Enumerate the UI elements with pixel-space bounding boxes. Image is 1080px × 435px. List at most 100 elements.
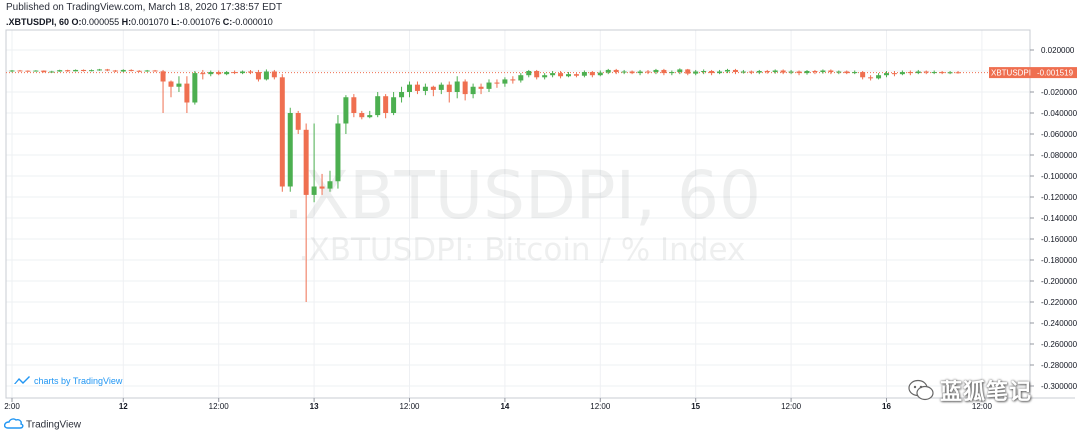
candle xyxy=(812,69,818,75)
candle xyxy=(319,173,325,195)
candle-body xyxy=(136,70,142,72)
candle-body xyxy=(725,69,730,72)
watermark-title: .XBTUSDPI, 60 xyxy=(283,157,761,234)
candle xyxy=(335,115,341,189)
candle xyxy=(844,70,850,75)
watermark-subtitle: .XBTUSDPI: Bitcoin / % Index xyxy=(299,232,746,268)
candles xyxy=(9,68,961,302)
candle-body xyxy=(112,70,118,72)
candle-body xyxy=(152,70,158,72)
candle-body xyxy=(89,70,94,72)
candle xyxy=(796,70,802,76)
candle-body xyxy=(248,71,253,73)
candle-body xyxy=(526,71,532,76)
price-tick-label: -0.060000 xyxy=(1041,130,1078,139)
candle xyxy=(303,123,309,302)
candle-body xyxy=(478,86,484,89)
candle xyxy=(613,68,619,75)
candle xyxy=(208,70,214,77)
candle xyxy=(446,81,452,103)
candle-body xyxy=(224,72,230,75)
candle-body xyxy=(534,71,540,78)
candle-body xyxy=(931,72,937,74)
wechat-icon xyxy=(908,379,934,407)
candle-body xyxy=(327,181,333,189)
candle-body xyxy=(303,129,309,195)
candle-body xyxy=(232,72,238,74)
candle-body xyxy=(939,72,945,74)
candle xyxy=(653,68,659,75)
candle xyxy=(907,70,913,76)
candle xyxy=(49,70,55,73)
candle xyxy=(677,68,683,75)
candle xyxy=(820,69,826,74)
candle-body xyxy=(407,84,412,92)
candle xyxy=(216,70,222,76)
candle-body xyxy=(629,71,635,74)
candle xyxy=(756,69,762,75)
candle xyxy=(748,70,754,75)
candle-body xyxy=(17,70,23,72)
candle xyxy=(637,69,643,76)
candle-body xyxy=(637,71,643,74)
candle-body xyxy=(907,72,913,74)
candle xyxy=(57,69,63,72)
candle-body xyxy=(740,71,746,73)
candle xyxy=(828,69,834,75)
candle-body xyxy=(558,73,564,77)
time-tick-label: 15 xyxy=(691,402,700,411)
candle xyxy=(478,83,484,95)
candle xyxy=(33,70,39,72)
symbol-tag xyxy=(989,67,1033,79)
candle-body xyxy=(168,81,174,87)
price-tick-label: -0.260000 xyxy=(1041,340,1078,349)
candle xyxy=(184,76,190,113)
candle xyxy=(740,69,746,74)
candle xyxy=(717,69,723,75)
candle-body xyxy=(542,75,548,78)
candle-body xyxy=(287,113,293,187)
candle-body xyxy=(788,71,794,73)
price-tick-label: -0.160000 xyxy=(1041,235,1078,244)
candle-body xyxy=(462,81,468,95)
last-price-value-tag xyxy=(1033,67,1077,79)
candle-body xyxy=(494,82,500,84)
candle xyxy=(367,110,373,119)
candle xyxy=(224,71,230,76)
candle-body xyxy=(391,97,397,113)
time-tick-label: 2:00 xyxy=(4,402,20,411)
candle-body xyxy=(780,70,786,73)
price-axis[interactable]: 0.0200000.000000-0.020000-0.040000-0.060… xyxy=(1030,46,1078,391)
candle xyxy=(804,69,810,75)
candle xyxy=(359,110,365,120)
tradingview-cloud-icon xyxy=(3,418,24,432)
candle-body xyxy=(57,70,63,72)
price-tick-label: -0.240000 xyxy=(1041,319,1078,328)
candle-body xyxy=(192,73,198,103)
candle-body xyxy=(876,75,882,79)
candle xyxy=(73,69,79,72)
candle-body xyxy=(884,73,889,76)
charts-by-tradingview-link[interactable]: charts by TradingView xyxy=(14,376,122,387)
price-tick-label: -0.220000 xyxy=(1041,298,1078,307)
candle xyxy=(96,68,102,71)
candle xyxy=(41,70,47,73)
candle xyxy=(939,71,945,75)
candle xyxy=(502,77,508,87)
time-tick-label: 12:00 xyxy=(209,402,230,411)
footer-tradingview-logo[interactable]: TradingView xyxy=(3,418,81,432)
candle-body xyxy=(383,96,389,113)
candle-body xyxy=(367,115,373,118)
candle-body xyxy=(263,71,269,80)
candle-body xyxy=(65,70,71,72)
candle-body xyxy=(828,70,834,73)
candle xyxy=(550,71,556,78)
candle xyxy=(645,69,651,75)
price-tick-label: -0.100000 xyxy=(1041,172,1078,181)
candle xyxy=(81,69,87,72)
price-tick-label: -0.280000 xyxy=(1041,361,1078,370)
candle xyxy=(112,69,118,73)
time-axis[interactable]: 2:00 12 12:00 13 12:00 14 12:00 15 12:00 16 12:00 xyxy=(4,398,992,411)
candle-body xyxy=(399,92,405,98)
